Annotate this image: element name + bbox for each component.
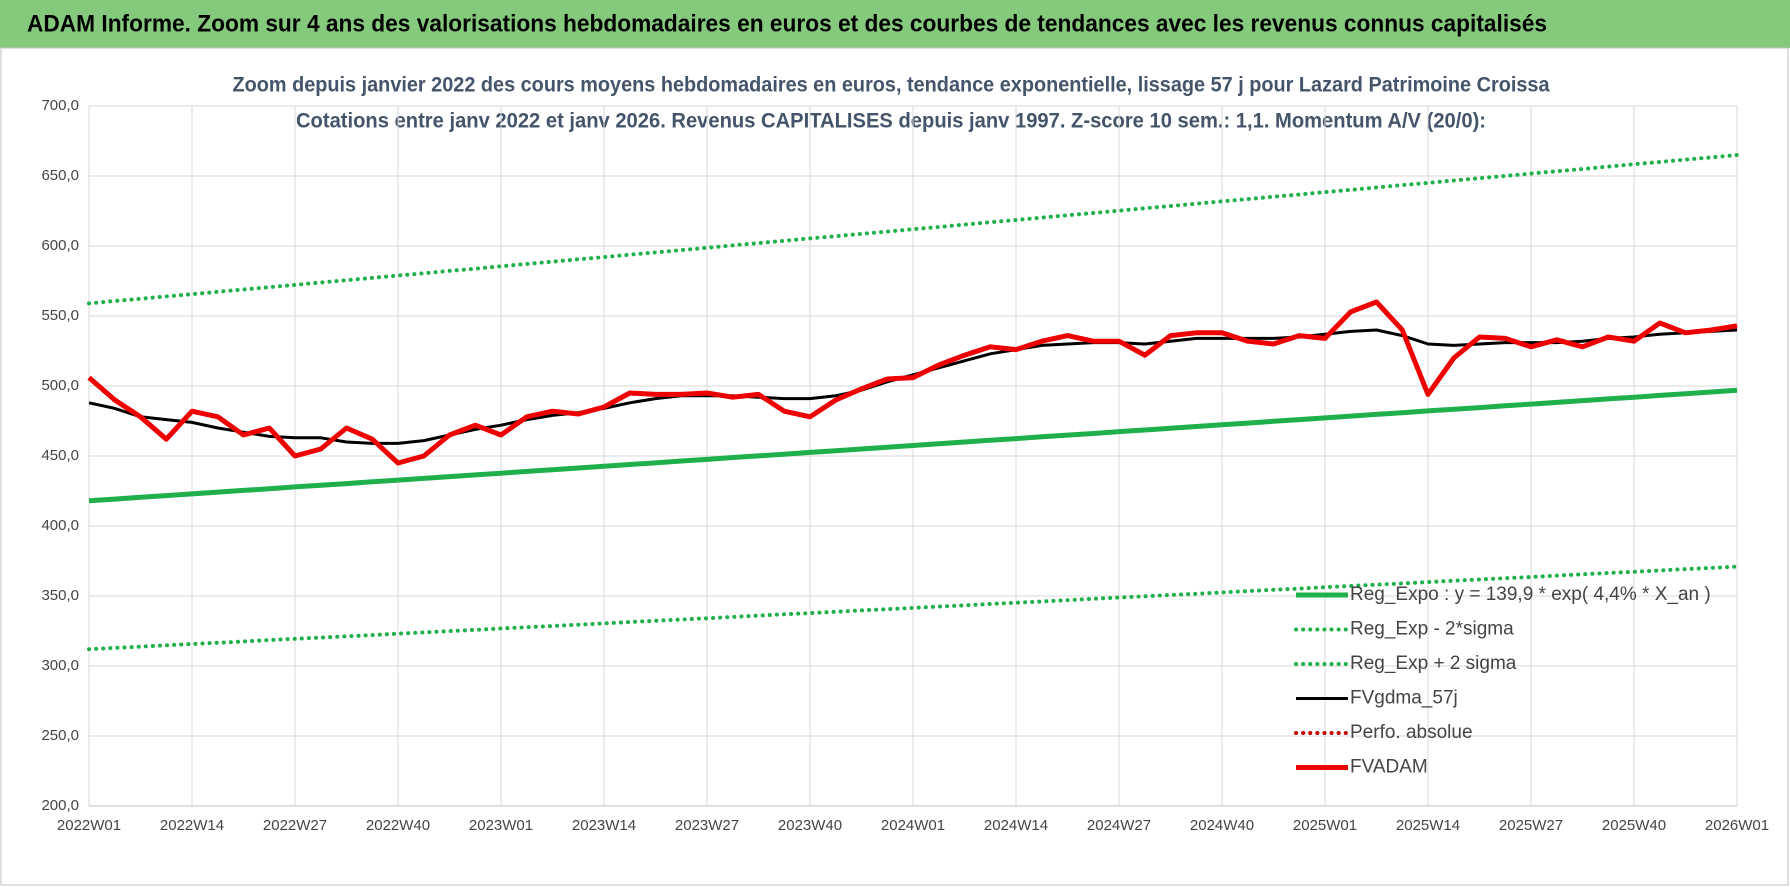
- chart-subtitle: Cotations entre janv 2022 et janv 2026. …: [296, 110, 1486, 133]
- y-tick-label: 350,0: [41, 587, 79, 604]
- chart-border: [0, 47, 1789, 886]
- legend-label: FVADAM: [1350, 757, 1428, 778]
- x-tick-label: 2022W27: [263, 817, 327, 834]
- x-tick-label: 2023W27: [675, 817, 739, 834]
- legend-label: FVgdma_57j: [1350, 688, 1458, 709]
- y-tick-label: 700,0: [41, 97, 79, 114]
- y-tick-label: 250,0: [41, 727, 79, 744]
- x-tick-label: 2022W01: [57, 817, 121, 834]
- x-tick-label: 2025W01: [1293, 817, 1357, 834]
- x-tick-label: 2022W14: [160, 817, 224, 834]
- x-tick-label: 2025W14: [1396, 817, 1460, 834]
- y-tick-label: 650,0: [41, 167, 79, 184]
- y-tick-label: 450,0: [41, 447, 79, 464]
- y-tick-label: 500,0: [41, 377, 79, 394]
- header-title: ADAM Informe. Zoom sur 4 ans des valoris…: [27, 10, 1547, 37]
- y-tick-label: 200,0: [41, 797, 79, 814]
- x-tick-label: 2025W27: [1499, 817, 1563, 834]
- y-tick-label: 400,0: [41, 517, 79, 534]
- x-tick-label: 2024W40: [1190, 817, 1254, 834]
- x-tick-label: 2024W01: [881, 817, 945, 834]
- x-tick-label: 2026W01: [1705, 817, 1769, 834]
- y-tick-label: 550,0: [41, 307, 79, 324]
- x-tick-label: 2025W40: [1602, 817, 1666, 834]
- x-tick-label: 2024W14: [984, 817, 1048, 834]
- x-tick-label: 2023W40: [778, 817, 842, 834]
- y-tick-label: 300,0: [41, 657, 79, 674]
- legend-label: Reg_Exp - 2*sigma: [1350, 619, 1514, 640]
- legend-label: Perfo. absolue: [1350, 722, 1473, 743]
- series-line: [88, 387, 1738, 504]
- x-tick-label: 2022W40: [366, 817, 430, 834]
- series-line: [87, 564, 1739, 652]
- chart-title: Zoom depuis janvier 2022 des cours moyen…: [233, 74, 1550, 97]
- x-tick-label: 2024W27: [1087, 817, 1151, 834]
- series-line: [87, 299, 1738, 466]
- x-tick-label: 2023W14: [572, 817, 636, 834]
- legend-label: Reg_Exp + 2 sigma: [1350, 653, 1517, 674]
- y-tick-label: 600,0: [41, 237, 79, 254]
- series-line: [87, 153, 1739, 306]
- series-line: [88, 328, 1738, 445]
- legend-label: Reg_Expo : y = 139,9 * exp( 4,4% * X_an …: [1350, 584, 1711, 605]
- x-tick-label: 2023W01: [469, 817, 533, 834]
- header-bar: [0, 0, 1790, 48]
